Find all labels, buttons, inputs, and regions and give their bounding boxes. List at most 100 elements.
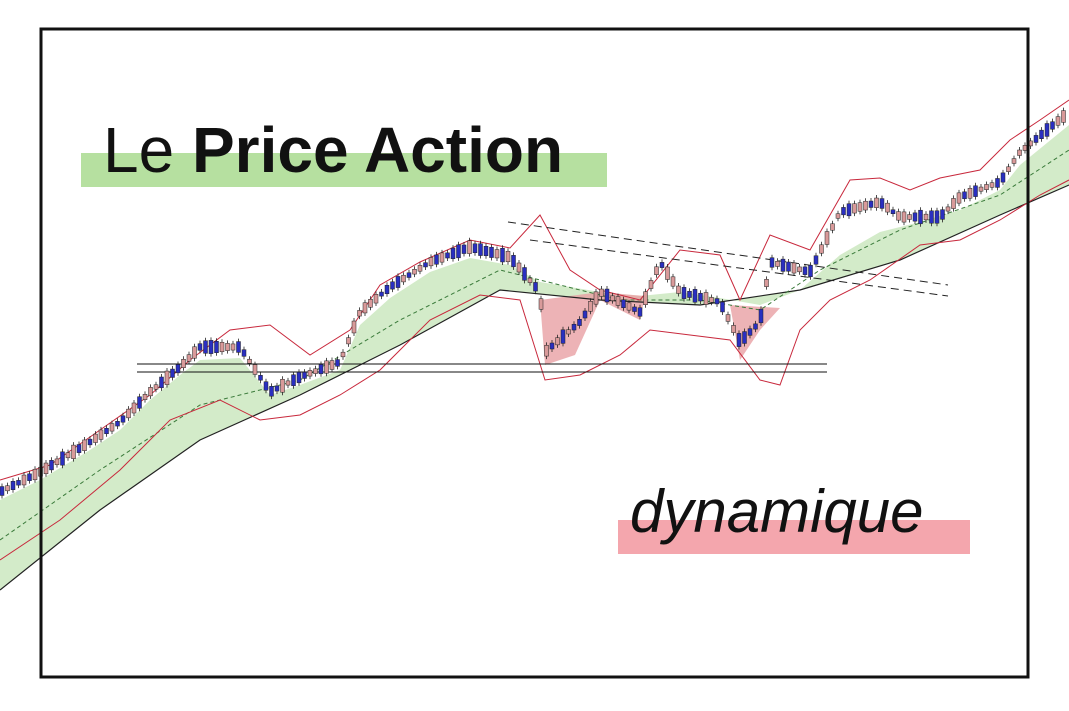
candle-body bbox=[830, 223, 835, 231]
candle-body bbox=[208, 340, 214, 354]
candle-body bbox=[780, 258, 786, 272]
candle-body bbox=[489, 246, 494, 258]
candle-body bbox=[665, 266, 670, 280]
candle-body bbox=[43, 462, 49, 475]
candle-body bbox=[868, 200, 874, 208]
candle-body bbox=[687, 290, 692, 298]
candle-body bbox=[274, 385, 280, 392]
candle-body bbox=[973, 185, 978, 197]
candle-body bbox=[582, 310, 588, 319]
candle-body bbox=[571, 323, 577, 331]
candle-body bbox=[230, 343, 236, 351]
candle-body bbox=[747, 328, 753, 336]
bollinger-lower bbox=[0, 179, 1069, 561]
candle-body bbox=[989, 182, 995, 188]
candle-body bbox=[423, 262, 428, 268]
candle-body bbox=[615, 296, 621, 306]
candle-body bbox=[720, 301, 725, 313]
candle-body bbox=[329, 360, 335, 370]
candle-body bbox=[511, 255, 516, 268]
candle-body bbox=[1022, 145, 1028, 151]
bear-zone bbox=[730, 305, 780, 360]
candle-body bbox=[516, 262, 522, 273]
candle-body bbox=[10, 481, 16, 490]
candle-body bbox=[505, 250, 511, 263]
candle-body bbox=[775, 261, 780, 267]
candle-body bbox=[357, 310, 362, 317]
candle-body bbox=[819, 244, 824, 254]
candle-body bbox=[599, 288, 604, 297]
candle-body bbox=[126, 408, 131, 419]
candle-body bbox=[890, 209, 896, 215]
candle-body bbox=[109, 423, 115, 432]
candle-body bbox=[98, 429, 104, 440]
candle-body bbox=[406, 272, 412, 278]
candle-body bbox=[841, 207, 846, 216]
candle-body bbox=[434, 254, 439, 265]
candle-body bbox=[692, 289, 698, 303]
candle-body bbox=[291, 374, 296, 387]
candle-body bbox=[632, 306, 637, 312]
candle-body bbox=[984, 184, 989, 190]
candle-body bbox=[1050, 121, 1055, 130]
trend-line bbox=[507, 221, 949, 286]
candle-body bbox=[654, 266, 659, 275]
candle-body bbox=[951, 198, 956, 209]
candle-body bbox=[0, 486, 5, 496]
candle-body bbox=[346, 337, 351, 345]
candle-body bbox=[604, 288, 610, 303]
candle-body bbox=[736, 333, 742, 347]
candle-body bbox=[428, 257, 434, 267]
candle-body bbox=[236, 341, 241, 353]
candle-body bbox=[681, 287, 687, 299]
candle-body bbox=[16, 480, 21, 486]
candle-body bbox=[940, 209, 945, 220]
candle-body bbox=[450, 247, 456, 259]
candle-body bbox=[280, 379, 285, 393]
candle-body bbox=[808, 264, 813, 278]
candle-body bbox=[934, 210, 940, 224]
candle-body bbox=[71, 444, 76, 459]
candle-body bbox=[76, 444, 82, 453]
candle-body bbox=[225, 343, 230, 351]
candle-body bbox=[368, 298, 373, 308]
candle-body bbox=[335, 359, 340, 367]
candle-body bbox=[258, 375, 263, 381]
candle-body bbox=[676, 285, 681, 294]
candle-body bbox=[918, 209, 923, 225]
candle-body bbox=[797, 266, 802, 273]
candle-body bbox=[175, 364, 181, 374]
candle-body bbox=[648, 280, 654, 289]
candle-body bbox=[285, 380, 291, 386]
candle-body bbox=[313, 368, 318, 374]
candle-body bbox=[32, 468, 38, 481]
candle-body bbox=[885, 202, 890, 213]
candle-body bbox=[835, 213, 841, 219]
bear-zone bbox=[540, 292, 645, 365]
candle-body bbox=[610, 295, 615, 301]
candle-body bbox=[142, 394, 148, 400]
candle-body bbox=[1044, 123, 1050, 137]
candle-body bbox=[742, 331, 747, 344]
candle-body bbox=[164, 370, 170, 385]
candle-body bbox=[896, 211, 901, 221]
candle-body bbox=[1006, 166, 1011, 172]
candle-body bbox=[995, 178, 1000, 188]
candle-body bbox=[1039, 129, 1044, 139]
candle-body bbox=[764, 279, 769, 287]
candle-body bbox=[159, 376, 164, 389]
candle-body bbox=[758, 308, 764, 324]
candle-body bbox=[714, 298, 720, 305]
candle-body bbox=[456, 244, 461, 259]
moving-average-fast bbox=[0, 149, 1069, 541]
candle-body bbox=[786, 261, 791, 272]
candle-body bbox=[362, 302, 368, 314]
candle-body bbox=[483, 246, 489, 256]
candle-body bbox=[703, 292, 709, 305]
candle-body bbox=[643, 291, 648, 306]
candle-body bbox=[621, 299, 626, 309]
candle-body bbox=[945, 206, 951, 212]
candle-body bbox=[533, 282, 538, 292]
candle-body bbox=[923, 213, 929, 221]
